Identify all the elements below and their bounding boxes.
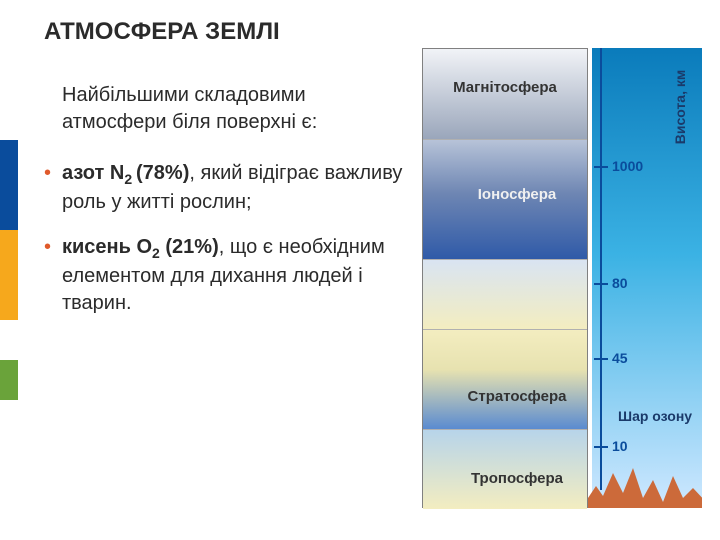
atmosphere-layer: Стратосфера bbox=[423, 329, 587, 429]
layer-label: Магнітосфера bbox=[423, 49, 587, 96]
altitude-scale: Висота, км Шар озону 1000 80 45 10 bbox=[592, 48, 702, 508]
scale-tick bbox=[594, 358, 608, 360]
scale-tick bbox=[594, 283, 608, 285]
list-item: кисень О2 (21%), що є необхідним елемент… bbox=[44, 234, 404, 317]
scale-tick-label: 10 bbox=[612, 438, 628, 454]
atmosphere-layer: Іоносфера bbox=[423, 139, 587, 259]
scale-tick-label: 1000 bbox=[612, 158, 643, 174]
intro-text: Найбільшими складовими атмосфери біля по… bbox=[62, 82, 392, 136]
ozone-label: Шар озону bbox=[618, 408, 692, 424]
accent-stripe-green bbox=[0, 360, 18, 400]
atmosphere-layer: Тропосфера bbox=[423, 429, 587, 509]
bullet-bold: азот N2 (78%) bbox=[62, 162, 189, 184]
scale-tick-label: 80 bbox=[612, 275, 628, 291]
scale-axis-line bbox=[600, 48, 602, 490]
layer-label: Тропосфера bbox=[447, 430, 587, 487]
accent-stripe-blue bbox=[0, 140, 18, 230]
atmosphere-diagram: Атмосфера МагнітосфераІоносфераСтратосфе… bbox=[422, 48, 702, 508]
bullet-bold: кисень О2 (21%) bbox=[62, 236, 219, 258]
layer-label: Іоносфера bbox=[447, 140, 587, 203]
scale-tick bbox=[594, 446, 608, 448]
atmosphere-layer bbox=[423, 259, 587, 329]
scale-tick bbox=[594, 166, 608, 168]
atmosphere-layer: Магнітосфера bbox=[423, 49, 587, 139]
layer-label bbox=[447, 260, 587, 266]
scale-tick-label: 45 bbox=[612, 350, 628, 366]
bullet-list: азот N2 (78%), який відіграє важливу рол… bbox=[44, 160, 404, 335]
layer-label: Стратосфера bbox=[447, 330, 587, 405]
scale-title: Висота, км bbox=[670, 48, 690, 166]
terrain-ridge-icon bbox=[588, 458, 702, 508]
list-item: азот N2 (78%), який відіграє важливу рол… bbox=[44, 160, 404, 216]
page-title: АТМОСФЕРА ЗЕМЛІ bbox=[44, 18, 280, 46]
layer-stack: Атмосфера МагнітосфераІоносфераСтратосфе… bbox=[422, 48, 588, 508]
accent-stripe-yellow bbox=[0, 230, 18, 320]
